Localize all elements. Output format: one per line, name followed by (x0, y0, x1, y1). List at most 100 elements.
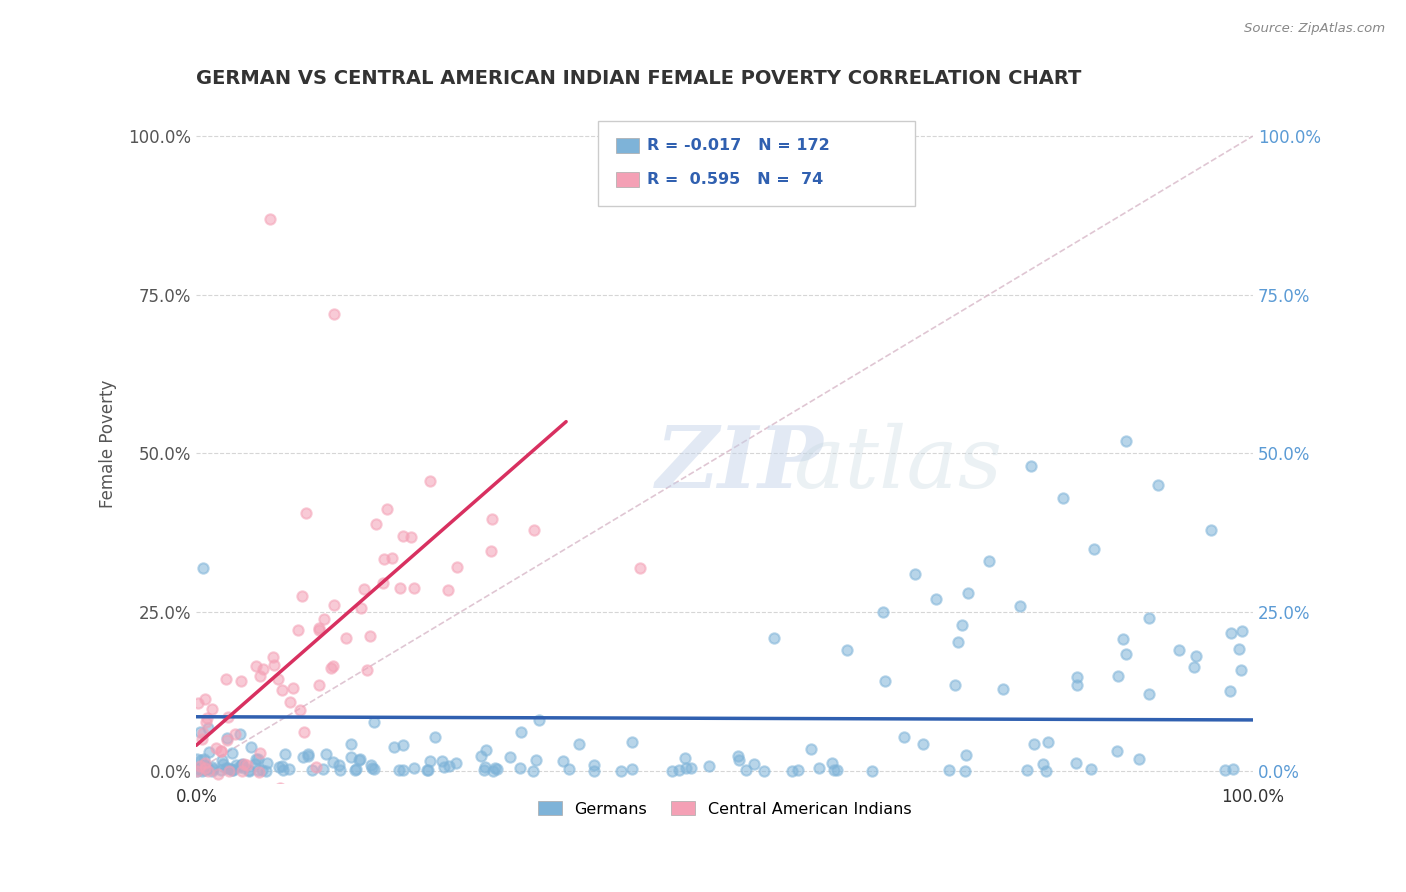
Point (371, 576, 394, 591)
Point (727, 749, 749, 764)
Point (668, 763, 690, 777)
Point (363, 763, 385, 777)
Point (250, 763, 273, 777)
Point (1215, 764, 1237, 778)
Point (194, 691, 217, 706)
Point (860, 764, 883, 778)
Point (1137, 611, 1160, 625)
Point (209, 744, 232, 758)
Point (359, 630, 381, 644)
Point (205, 740, 228, 755)
Point (1015, 764, 1038, 778)
Point (432, 755, 454, 769)
Point (404, 581, 426, 595)
Point (304, 760, 326, 774)
Point (297, 749, 319, 764)
Point (582, 764, 605, 778)
Point (256, 756, 278, 771)
Point (249, 746, 271, 760)
Point (191, 764, 214, 778)
Point (335, 631, 357, 645)
Point (259, 211, 281, 226)
Point (312, 762, 335, 776)
Point (339, 749, 361, 764)
Text: ZIP: ZIP (657, 423, 824, 506)
Point (366, 516, 388, 531)
Point (955, 748, 977, 763)
Point (245, 659, 267, 673)
Point (322, 598, 344, 612)
Point (1167, 643, 1189, 657)
Point (823, 763, 845, 777)
Point (201, 760, 224, 774)
Point (197, 764, 219, 778)
Point (229, 726, 252, 740)
Point (1220, 626, 1243, 640)
Point (1032, 757, 1054, 772)
Point (315, 747, 337, 761)
Point (209, 763, 232, 777)
Point (1146, 478, 1168, 492)
Point (207, 767, 229, 781)
Point (231, 758, 253, 772)
Point (349, 752, 371, 766)
Point (1199, 523, 1222, 537)
Point (186, 752, 208, 766)
Point (221, 764, 243, 778)
Point (202, 762, 225, 776)
Point (221, 746, 243, 760)
Point (194, 763, 217, 777)
Point (1066, 670, 1088, 684)
Point (267, 672, 290, 686)
Point (232, 760, 254, 774)
Point (681, 761, 703, 775)
Point (222, 764, 245, 778)
Point (437, 759, 460, 773)
Point (287, 623, 309, 637)
Point (762, 632, 785, 646)
Point (392, 738, 415, 752)
Point (742, 756, 765, 771)
Point (481, 543, 503, 558)
Point (628, 560, 651, 574)
Point (269, 759, 291, 773)
Point (217, 710, 239, 724)
Point (416, 763, 439, 777)
Point (499, 749, 522, 764)
Point (1107, 669, 1129, 683)
Point (825, 763, 848, 777)
Point (991, 681, 1014, 696)
Point (1052, 491, 1074, 505)
Point (800, 742, 823, 756)
Text: atlas: atlas (793, 423, 1002, 506)
Point (977, 554, 1000, 568)
Point (402, 762, 425, 776)
Point (752, 764, 775, 778)
Point (297, 747, 319, 761)
Point (392, 529, 415, 543)
Point (238, 763, 260, 777)
Point (1115, 648, 1137, 662)
Point (481, 512, 503, 526)
Point (238, 764, 260, 778)
Point (301, 764, 323, 778)
Point (232, 757, 254, 772)
Point (472, 764, 495, 778)
Point (186, 696, 208, 710)
Point (209, 744, 232, 758)
Point (292, 750, 315, 764)
Point (215, 672, 238, 686)
Point (254, 764, 277, 778)
Point (187, 762, 209, 776)
Point (938, 764, 960, 778)
Point (201, 701, 224, 715)
Point (568, 738, 591, 752)
Point (353, 582, 375, 596)
Point (474, 760, 496, 774)
Point (1222, 763, 1244, 777)
Point (262, 649, 284, 664)
Point (188, 725, 211, 739)
Point (419, 474, 441, 488)
Point (485, 763, 508, 777)
FancyBboxPatch shape (598, 121, 915, 206)
